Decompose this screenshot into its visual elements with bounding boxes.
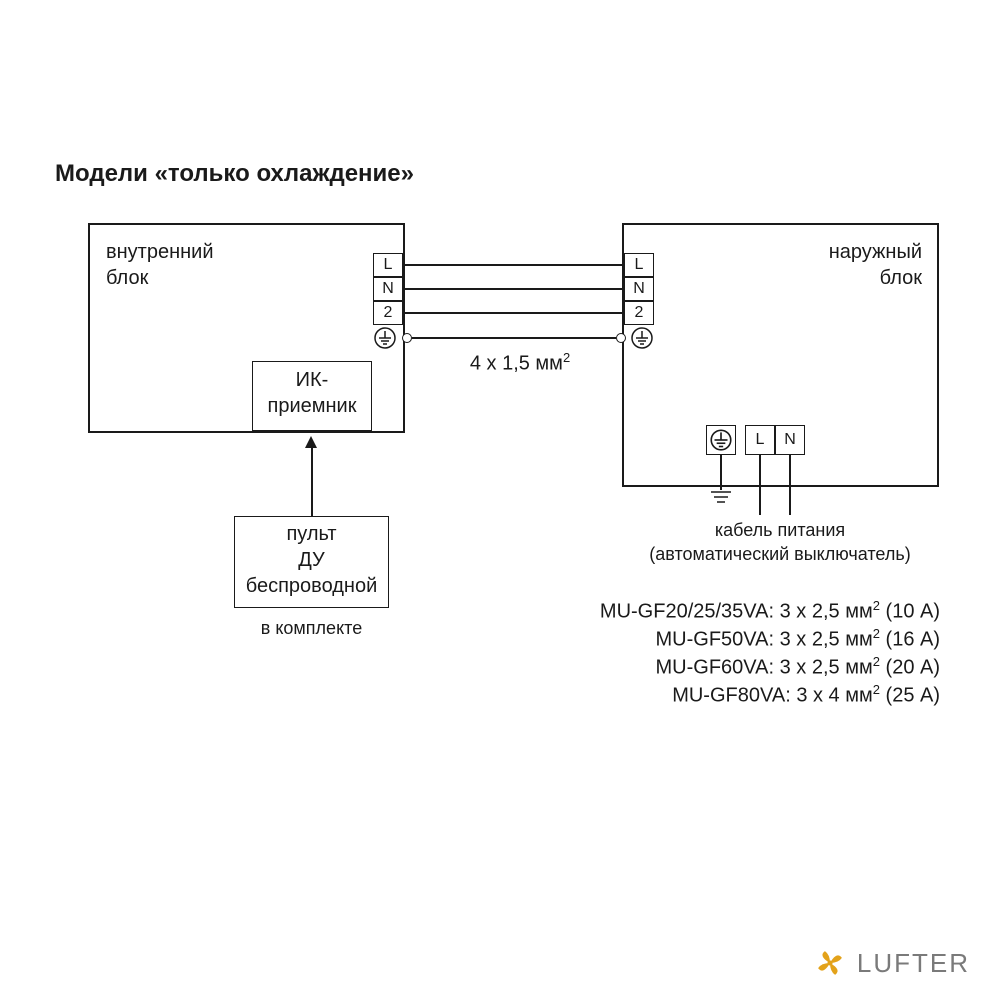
spec-model: MU-GF80VA: [672, 685, 785, 707]
indoor-terminal-2: 2: [373, 301, 403, 325]
indoor-terminal-L: L: [373, 253, 403, 277]
spec-amps: (10 A): [886, 601, 940, 623]
spec-row-1: MU-GF50VA: 3 x 2,5 мм2 (16 A): [540, 626, 940, 652]
power-L-wire: [759, 455, 761, 515]
power-cable-label-1: кабель питания: [620, 520, 940, 541]
spec-row-2: MU-GF60VA: 3 x 2,5 мм2 (20 A): [540, 654, 940, 680]
power-ground-wire: [720, 455, 722, 490]
spec-model: MU-GF50VA: [656, 629, 769, 651]
interconnect-exp: 2: [563, 350, 570, 365]
wire-N: [403, 288, 624, 290]
remote-line-2: ДУ: [234, 548, 389, 573]
remote-line-3: беспроводной: [234, 574, 389, 599]
chassis-ground-icon: [708, 490, 734, 515]
power-terminal-L: L: [745, 425, 775, 455]
spec-model: MU-GF60VA: [656, 657, 769, 679]
remote-note: в комплекте: [234, 618, 389, 639]
spec-exp: 2: [873, 626, 880, 641]
power-N-wire: [789, 455, 791, 515]
spec-exp: 2: [873, 682, 880, 697]
spec-amps: (16 A): [886, 629, 940, 651]
brand-name: LUFTER: [857, 948, 970, 979]
remote-arrow-line: [311, 448, 313, 516]
spec-row-0: MU-GF20/25/35VA: 3 x 2,5 мм2 (10 A): [540, 598, 940, 624]
spec-amps: (25 A): [886, 685, 940, 707]
spec-exp: 2: [873, 654, 880, 669]
wire-L: [403, 264, 624, 266]
fan-icon: [813, 946, 847, 980]
outdoor-ground-node: [616, 333, 626, 343]
spec-row-3: MU-GF80VA: 3 x 4 мм2 (25 A): [540, 682, 940, 708]
indoor-label-2: блок: [106, 266, 148, 291]
wire-2: [403, 312, 624, 314]
spec-cable: 3 x 2,5 мм: [780, 629, 873, 651]
spec-cable: 3 x 4 мм: [796, 685, 872, 707]
outdoor-label-2: блок: [880, 266, 922, 291]
spec-exp: 2: [873, 598, 880, 613]
wire-ground: [412, 337, 616, 339]
interconnect-label: 4 x 1,5 мм2: [455, 350, 585, 377]
page-title: Модели «только охлаждение»: [55, 160, 414, 188]
remote-line-1: пульт: [234, 522, 389, 547]
power-earth-box: [706, 425, 736, 455]
brand-logo: LUFTER: [813, 946, 970, 980]
outdoor-terminal-2: 2: [624, 301, 654, 325]
ir-label-1: ИК-: [252, 368, 372, 393]
ir-label-2: приемник: [252, 394, 372, 419]
indoor-ground-node: [402, 333, 412, 343]
power-cable-label-2: (автоматический выключатель): [600, 544, 960, 565]
power-terminal-N: N: [775, 425, 805, 455]
diagram-canvas: Модели «только охлаждение» внутренний бл…: [0, 0, 1000, 1000]
spec-cable: 3 x 2,5 мм: [780, 601, 873, 623]
remote-arrow-head-icon: [305, 436, 317, 448]
indoor-ground-icon: [373, 326, 397, 350]
indoor-terminal-N: N: [373, 277, 403, 301]
spec-amps: (20 A): [886, 657, 940, 679]
outdoor-terminal-L: L: [624, 253, 654, 277]
outdoor-ground-icon: [630, 326, 654, 350]
spec-cable: 3 x 2,5 мм: [780, 657, 873, 679]
interconnect-text: 4 x 1,5 мм: [470, 353, 563, 375]
spec-model: MU-GF20/25/35VA: [600, 601, 769, 623]
outdoor-terminal-N: N: [624, 277, 654, 301]
outdoor-label-1: наружный: [829, 240, 922, 265]
indoor-label-1: внутренний: [106, 240, 214, 265]
